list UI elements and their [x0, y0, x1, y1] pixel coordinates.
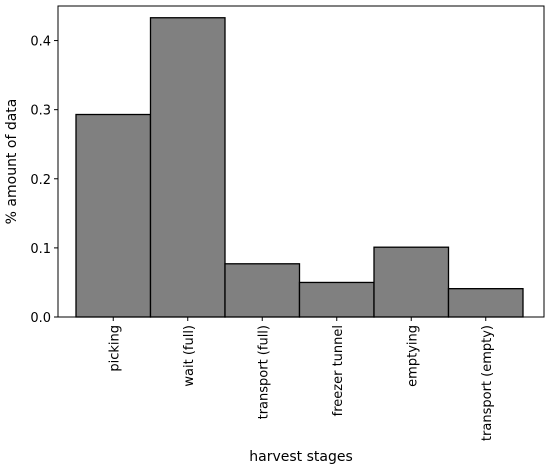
y-tick-label-4: 0.4 [30, 35, 51, 50]
plot-frame [57, 5, 545, 318]
x-axis-ticks: picking wait (full) transport (full) freeze… [107, 317, 495, 441]
y-tick-label-3: 0.3 [30, 104, 51, 119]
y-tick-label-1: 0.1 [30, 242, 51, 257]
y-axis-label: % amount of data [4, 99, 20, 225]
bar-3 [298, 281, 375, 318]
x-tick-label-4: emptying [405, 325, 420, 387]
bar-1 [149, 17, 226, 318]
x-tick-label-1: wait (full) [182, 325, 197, 387]
y-tick-label-2: 0.2 [30, 173, 51, 188]
bar-0 [75, 113, 152, 318]
y-tick-label-0: 0.0 [30, 311, 51, 326]
x-tick-label-0: picking [107, 325, 122, 372]
x-axis-label: harvest stages [249, 449, 353, 465]
x-tick-label-5: transport (empty) [480, 325, 495, 441]
x-tick-label-2: transport (full) [256, 325, 271, 419]
x-tick-label-3: freezer tunnel [331, 325, 346, 416]
y-axis-ticks: 0.0 0.1 0.2 0.3 0.4 [30, 35, 58, 326]
bars [75, 17, 524, 318]
bar-2 [224, 263, 301, 318]
bar-4 [373, 246, 450, 318]
bar-5 [447, 288, 524, 318]
